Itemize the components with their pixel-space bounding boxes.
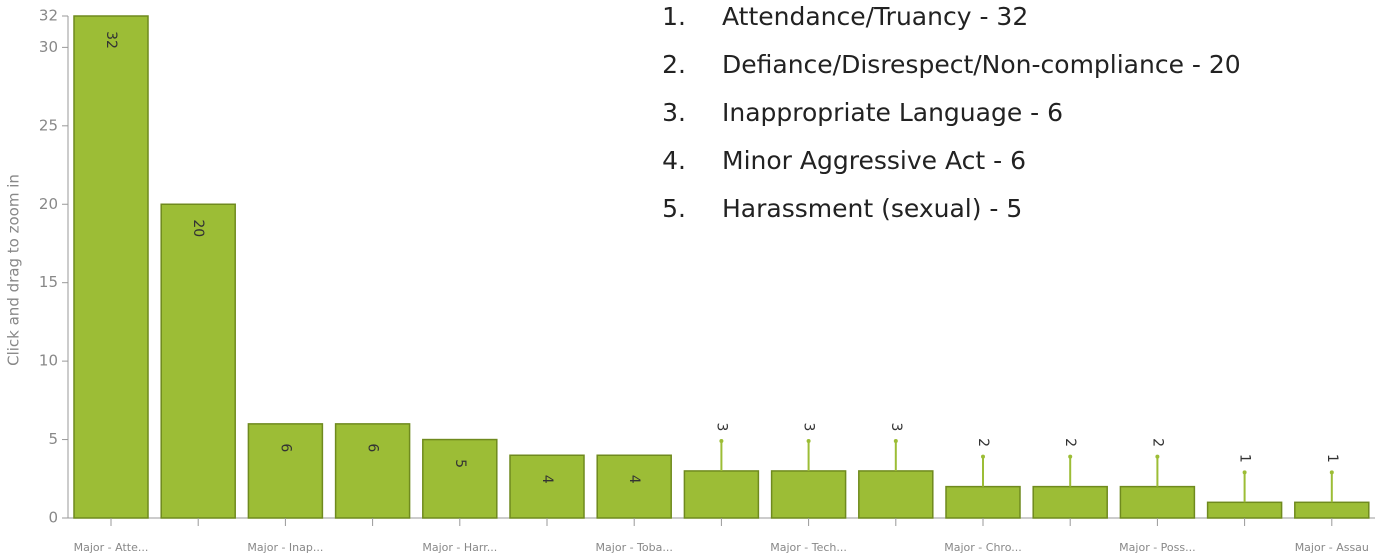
x-tick-label: Major - Inap... <box>247 541 323 554</box>
label-leader-dot <box>719 438 724 443</box>
x-tick-label: Major - Atte... <box>74 541 149 554</box>
label-leader-dot <box>1242 470 1247 475</box>
value-label: 5 <box>452 459 468 468</box>
label-leader-dot <box>1068 454 1073 459</box>
value-label: 4 <box>626 475 642 484</box>
bar <box>1294 501 1370 519</box>
bar <box>509 454 585 519</box>
annotation-text: Minor Aggressive Act - 6 <box>722 146 1026 175</box>
annotation-marker: 3. <box>662 98 686 127</box>
value-label: 2 <box>975 438 991 447</box>
value-label: 3 <box>713 422 729 431</box>
x-tick-label: Major - Poss... <box>1119 541 1195 554</box>
x-tick-label: Major - Tech... <box>770 541 847 554</box>
value-label: 20 <box>190 219 206 237</box>
bar <box>683 470 760 519</box>
value-label: 3 <box>801 422 817 431</box>
bar <box>334 423 411 519</box>
x-tick-label: Major - Chro... <box>944 541 1021 554</box>
bar <box>160 203 236 519</box>
x-tick-label: Major - Assau <box>1295 541 1369 554</box>
x-tick-label: Major - Toba... <box>596 541 673 554</box>
label-leader-dot <box>806 438 811 443</box>
y-tick-label: 20 <box>39 195 58 213</box>
value-label: 3 <box>888 422 904 431</box>
bar <box>858 470 934 519</box>
annotation-marker: 2. <box>662 50 686 79</box>
y-tick-label: 25 <box>39 116 58 134</box>
x-tick-label: Major - Harr... <box>422 541 497 554</box>
y-tick-label: 5 <box>48 430 58 448</box>
annotation-text: Harassment (sexual) - 5 <box>722 194 1022 223</box>
bar <box>1206 501 1283 519</box>
bar <box>422 438 498 519</box>
value-label: 2 <box>1149 438 1165 447</box>
bar <box>1032 485 1108 519</box>
value-label: 1 <box>1237 454 1253 463</box>
y-tick-label: 32 <box>39 7 58 25</box>
y-tick-label: 15 <box>39 273 58 291</box>
y-tick-label: 0 <box>48 509 58 527</box>
label-leader-dot <box>893 438 898 443</box>
bar <box>945 485 1021 519</box>
label-leader-dot <box>1329 470 1334 475</box>
value-label: 6 <box>365 443 381 452</box>
annotation-text: Attendance/Truancy - 32 <box>722 2 1028 31</box>
bar <box>770 470 847 519</box>
value-label: 1 <box>1324 454 1340 463</box>
y-tick-label: 10 <box>39 352 58 370</box>
bar <box>247 423 324 519</box>
annotation-marker: 5. <box>662 194 686 223</box>
label-leader-dot <box>981 454 985 459</box>
value-label: 4 <box>539 475 555 484</box>
value-label: 32 <box>103 31 119 49</box>
annotation-text: Inappropriate Language - 6 <box>722 98 1063 127</box>
bar <box>1119 485 1196 519</box>
bar <box>596 454 672 519</box>
y-axis-label: Click and drag to zoom in <box>5 174 23 366</box>
bar <box>73 15 149 519</box>
annotation-marker: 4. <box>662 146 686 175</box>
value-label: 2 <box>1062 438 1078 447</box>
label-leader-dot <box>1155 454 1160 459</box>
annotation-marker: 1. <box>662 2 686 31</box>
annotation-text: Defiance/Disrespect/Non-compliance - 20 <box>722 50 1241 79</box>
y-tick-label: 30 <box>39 38 58 56</box>
value-label: 6 <box>277 443 293 452</box>
